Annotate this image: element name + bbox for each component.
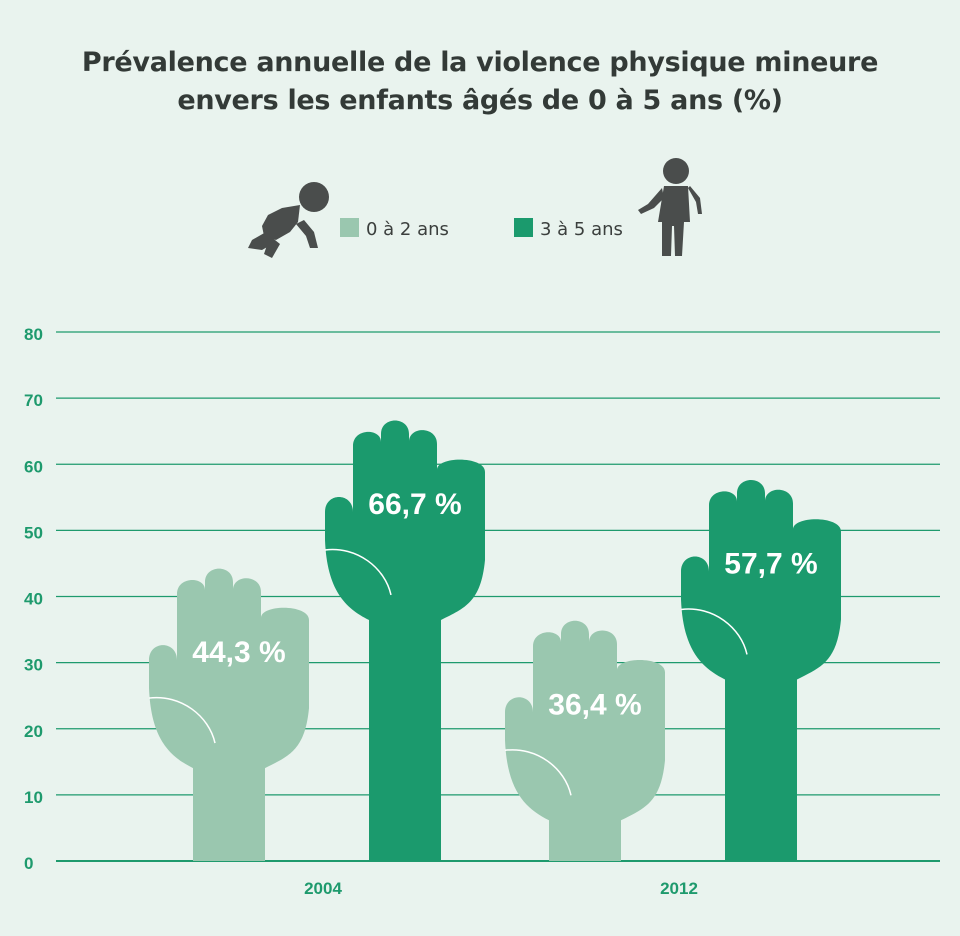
data-label-0-1: 36,4 % (548, 688, 641, 721)
chart-title-line-1: Prévalence annuelle de la violence physi… (81, 47, 879, 78)
y-tick-label-40: 40 (24, 590, 43, 609)
x-axis-labels: 2004 2012 (304, 879, 698, 898)
y-tick-label-80: 80 (24, 325, 43, 344)
chart-title: Prévalence annuelle de la violence physi… (0, 44, 960, 120)
legend-label-3-5: 3 à 5 ans (540, 219, 623, 240)
y-tick-label-20: 20 (24, 722, 43, 741)
bar-marks: 44,3 % 36,4 % 66,7 % 57,7 % (148, 420, 841, 861)
hand-bar-0-0 (149, 568, 309, 861)
thumb-crease-1-1 (680, 608, 748, 655)
hand-bar-1-0 (325, 420, 485, 861)
data-label-1-1: 57,7 % (724, 547, 817, 580)
legend-label-0-2: 0 à 2 ans (366, 219, 449, 240)
y-tick-label-70: 70 (24, 391, 43, 410)
thumb-crease-1-0 (324, 548, 392, 596)
standing-child-icon (638, 158, 702, 256)
legend-swatch-3-5 (514, 218, 533, 237)
x-label-2012: 2012 (660, 879, 698, 898)
y-tick-label-50: 50 (24, 523, 43, 542)
bar-3 à 5 ans-2004: 66,7 % (324, 420, 485, 861)
thumb-crease-0-1 (504, 749, 572, 796)
y-tick-label-60: 60 (24, 457, 43, 476)
legend-swatch-0-2 (340, 218, 359, 237)
thumb-crease-0-0 (148, 696, 216, 744)
y-tick-label-10: 10 (24, 788, 43, 807)
y-axis-ticks: 0 10 20 30 40 50 60 70 80 (24, 325, 43, 873)
legend: 0 à 2 ans 3 à 5 ans (248, 158, 702, 258)
y-tick-label-0: 0 (24, 854, 33, 873)
hand-bar-1-1 (681, 479, 841, 861)
chart-title-line-2: envers les enfants âgés de 0 à 5 ans (%) (177, 85, 783, 116)
bar-0 à 2 ans-2012: 36,4 % (504, 620, 665, 861)
data-label-0-0: 44,3 % (192, 636, 285, 669)
bar-3 à 5 ans-2012: 57,7 % (680, 479, 841, 861)
x-label-2004: 2004 (304, 879, 342, 898)
y-tick-label-30: 30 (24, 656, 43, 675)
crawling-baby-icon (248, 182, 329, 258)
bar-0 à 2 ans-2004: 44,3 % (148, 568, 309, 861)
data-label-1-0: 66,7 % (368, 488, 461, 521)
hand-bar-0-1 (505, 620, 665, 861)
